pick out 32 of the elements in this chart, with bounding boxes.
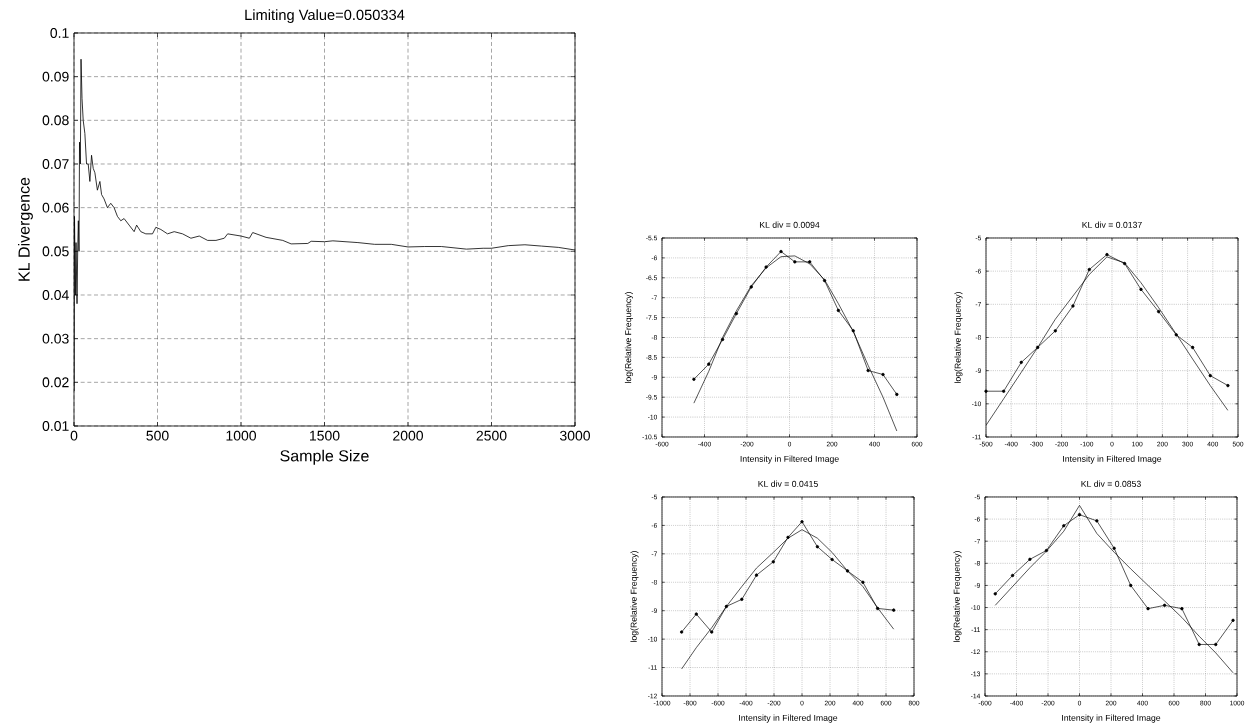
x-tick-label: 2000 [393, 430, 424, 441]
y-axis-title: KL Divergence [17, 177, 33, 281]
y-tick-label: 0.1 [50, 28, 69, 38]
x-axis-title: Intensity in Filtered Image [739, 714, 838, 723]
x-tick-label: 1500 [310, 430, 340, 441]
chart-title: Limiting Value=0.050334 [245, 9, 405, 23]
y-tick-label: 0.03 [42, 333, 69, 344]
x-axis-title: Intensity in Filtered Image [1062, 714, 1161, 723]
x-tick-label: 1000 [226, 430, 257, 441]
y-axis-title: log(Relative Frequency) [953, 551, 962, 642]
y-axis-title: log(Relative Frequency) [624, 292, 633, 383]
x-axis-title: Intensity in Filtered Image [1063, 455, 1162, 464]
x-tick-label: 0 [70, 430, 78, 441]
x-tick-label: 2500 [476, 430, 507, 441]
y-axis-title: log(Relative Frequency) [630, 551, 639, 642]
chart-title: KL div = 0.0415 [758, 480, 818, 487]
y-tick-label: 0.09 [42, 71, 69, 82]
x-axis-title: Sample Size [280, 449, 369, 465]
y-axis-title: log(Relative Frequency) [954, 292, 963, 383]
chart-title: KL div = 0.0853 [1081, 480, 1141, 487]
x-tick-label: 3000 [559, 430, 591, 441]
x-tick-label: 500 [146, 430, 169, 441]
y-tick-label: 0.08 [42, 115, 69, 126]
y-tick-label: 0.06 [42, 202, 69, 213]
y-tick-label: 0.04 [42, 290, 69, 300]
chart-title: KL div = 0.0094 [759, 221, 820, 228]
y-tick-label: 0.07 [42, 159, 69, 169]
x-axis-title: Intensity in Filtered Image [740, 455, 839, 464]
y-tick-label: 0.01 [42, 421, 69, 431]
y-tick-label: 0.02 [42, 377, 69, 388]
chart-title: KL div = 0.0137 [1082, 221, 1142, 228]
y-tick-label: 0.05 [42, 246, 69, 257]
